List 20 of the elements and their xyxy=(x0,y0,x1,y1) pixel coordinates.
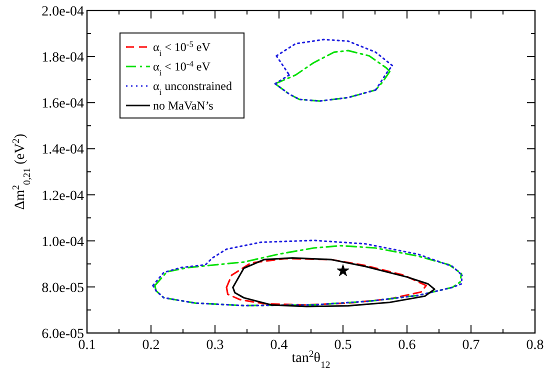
x-tick-label: 0.3 xyxy=(206,338,224,353)
x-tick-label: 0.4 xyxy=(270,338,288,353)
x-tick-label: 0.8 xyxy=(526,338,544,353)
x-tick-label: 0.2 xyxy=(142,338,160,353)
y-tick-label: 1.0e-04 xyxy=(42,234,84,250)
x-tick-label: 0.6 xyxy=(398,338,416,353)
x-tick-label: 0.5 xyxy=(334,338,352,353)
y-tick-label: 1.4e-04 xyxy=(42,142,84,158)
x-tick-label: 0.1 xyxy=(78,338,96,353)
y-tick-label: 1.8e-04 xyxy=(42,50,84,66)
legend-label: α$_{i}$ < 10$^{-5}$ eV xyxy=(153,40,211,58)
y-tick-label: 1.6e-04 xyxy=(42,96,84,112)
x-axis-title: tan$^{2}$θ$_{12}$ xyxy=(292,348,330,370)
y-tick-label: 2.0e-04 xyxy=(42,4,84,20)
x-tick-label: 0.7 xyxy=(462,338,480,353)
y-tick-label: 8.0e-05 xyxy=(42,280,84,296)
legend-label: α$_{i}$ unconstrained xyxy=(153,79,232,96)
legend-label: α$_{i}$ < 10$^{-4}$ eV xyxy=(153,59,211,77)
legend-label: no MaVaN’s xyxy=(153,98,214,112)
y-tick-label: 1.2e-04 xyxy=(42,188,84,204)
